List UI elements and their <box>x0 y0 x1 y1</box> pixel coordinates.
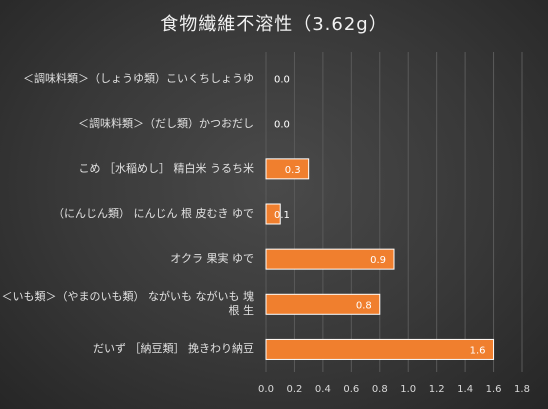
x-tick-label: 1.6 <box>486 384 502 395</box>
data-label: 0.0 <box>274 120 290 131</box>
data-label: 0.3 <box>285 165 301 176</box>
x-tick-label: 1.0 <box>400 384 416 395</box>
category-label: （にんじん類） にんじん 根 皮むき ゆで <box>53 207 254 220</box>
category-label: オクラ 果実 ゆで <box>170 252 254 266</box>
data-label: 0.8 <box>356 300 372 311</box>
x-tick-label: 1.8 <box>514 384 530 395</box>
bar <box>265 158 310 180</box>
category-label: ＜調味料類＞（しょうゆ類）こいくちしょうゆ <box>23 71 254 85</box>
x-tick-label: 1.2 <box>429 384 445 395</box>
x-tick-label: 0.8 <box>372 384 388 395</box>
bar <box>265 248 395 270</box>
category-label: ＜いも類＞（やまのいも類） ながいも ながいも 塊根 生 <box>1 290 255 318</box>
x-tick-label: 0.4 <box>315 384 331 395</box>
x-tick-label: 1.4 <box>457 384 473 395</box>
data-label: 0.0 <box>274 75 290 86</box>
x-tick-label: 0.2 <box>286 384 302 395</box>
category-label: ＜調味料類＞（だし類）かつおだし <box>78 116 254 130</box>
category-label: こめ ［水稲めし］ 精白米 うるち米 <box>78 161 255 175</box>
bar <box>265 338 495 360</box>
x-tick-label: 0.0 <box>258 384 274 395</box>
data-label: 0.1 <box>274 210 290 221</box>
data-label: 1.6 <box>470 345 486 356</box>
bar <box>265 203 281 225</box>
data-label: 0.9 <box>370 255 386 266</box>
x-tick-label: 0.6 <box>343 384 359 395</box>
chart-title: 食物繊維不溶性（3.62g） <box>160 14 388 35</box>
category-label: だいず ［納豆類］ 挽きわり納豆 <box>93 342 254 356</box>
bar <box>265 293 381 315</box>
